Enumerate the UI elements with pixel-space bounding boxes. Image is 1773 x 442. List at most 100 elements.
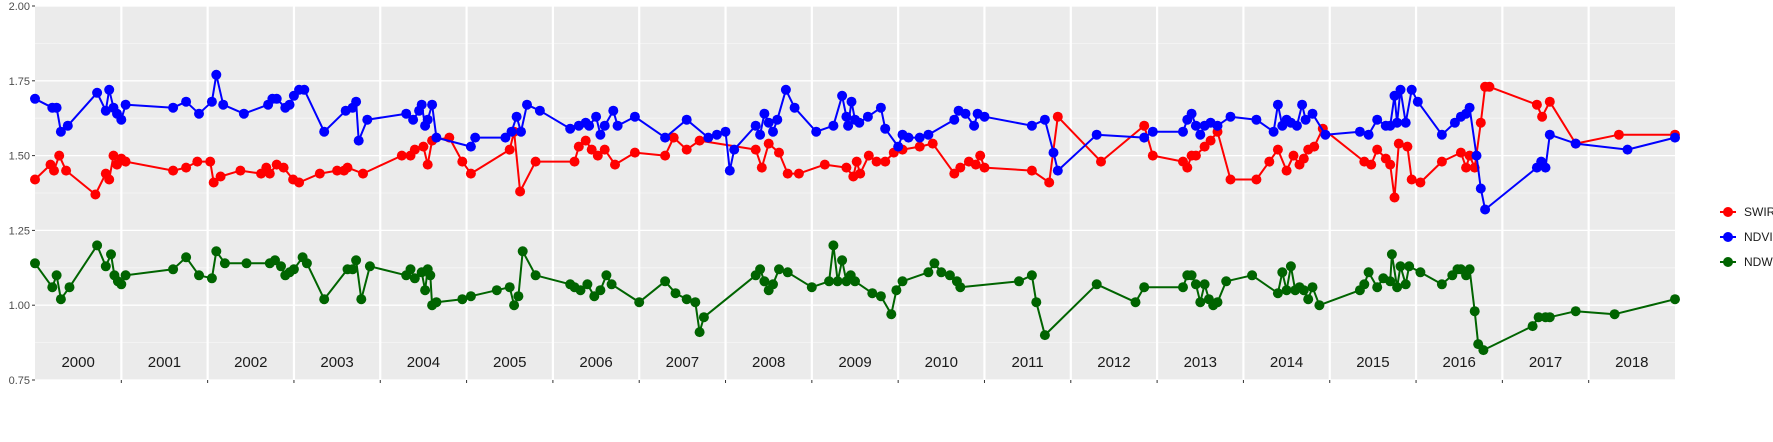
data-point-ndwi (194, 270, 204, 281)
data-point-swir (1402, 141, 1413, 152)
data-point-ndwi (1039, 330, 1050, 341)
data-point-swir (192, 156, 203, 167)
data-point-ndwi (1570, 306, 1581, 317)
data-point-ndvi (1307, 108, 1318, 119)
data-point-ndvi (1363, 129, 1374, 140)
data-point-ndwi (690, 297, 701, 308)
data-point-ndwi (425, 270, 436, 281)
data-point-swir (629, 147, 640, 158)
data-point-ndwi (575, 285, 586, 296)
data-point-ndvi (750, 120, 761, 131)
data-point-ndvi (206, 96, 217, 107)
data-point-swir (342, 162, 353, 173)
data-point-ndwi (351, 255, 362, 266)
data-point-ndvi (759, 108, 770, 119)
y-tick-label: 1.25 (9, 225, 30, 237)
data-point-ndvi (1251, 114, 1262, 125)
data-point-ndvi (755, 129, 766, 140)
data-point-ndvi (923, 129, 934, 140)
data-point-ndvi (319, 126, 330, 137)
data-point-ndvi (763, 117, 774, 128)
data-point-ndvi (1471, 150, 1482, 161)
data-point-ndvi (811, 126, 822, 137)
data-point-ndwi (1186, 270, 1197, 281)
data-point-ndvi (465, 141, 476, 152)
data-point-ndvi (470, 132, 481, 143)
data-point-ndvi (120, 99, 131, 110)
year-label: 2014 (1270, 354, 1303, 371)
data-point-ndwi (504, 282, 515, 293)
data-point-ndvi (880, 123, 891, 134)
data-point-ndvi (401, 108, 412, 119)
data-point-ndwi (1026, 270, 1037, 281)
data-point-ndwi (100, 261, 111, 272)
data-point-ndvi (181, 96, 192, 107)
year-label: 2010 (925, 354, 958, 371)
year-label: 2018 (1615, 354, 1648, 371)
data-point-swir (1182, 162, 1193, 173)
data-point-ndwi (886, 309, 897, 320)
data-point-ndwi (582, 279, 593, 290)
data-point-swir (580, 135, 591, 146)
data-point-ndwi (288, 264, 299, 275)
data-point-swir (49, 165, 59, 176)
year-label: 2008 (752, 354, 785, 371)
data-point-ndvi (681, 114, 692, 125)
data-point-ndvi (51, 102, 62, 113)
legend-label: SWIR (1744, 205, 1773, 219)
data-point-ndwi (92, 240, 103, 251)
data-point-swir (215, 171, 226, 182)
data-point-ndvi (772, 114, 783, 125)
data-point-ndvi (960, 108, 971, 119)
year-labels: 2000 2001 2002 2003 2004 2005 2006 2007 2008 2009… (61, 354, 1648, 371)
data-point-swir (1436, 156, 1447, 167)
data-point-swir (1613, 129, 1624, 140)
data-point-ndvi (1291, 120, 1302, 131)
data-point-ndvi (168, 102, 179, 113)
data-point-ndvi (284, 99, 295, 110)
data-point-swir (108, 150, 119, 161)
data-point-ndwi (276, 261, 286, 272)
data-point-swir (90, 189, 101, 200)
data-point-ndwi (530, 270, 541, 281)
data-point-swir (504, 144, 515, 155)
data-point-ndwi (828, 240, 839, 251)
data-point-ndvi (1436, 129, 1447, 140)
data-point-swir (1096, 156, 1106, 167)
data-point-ndvi (1392, 117, 1403, 128)
data-point-swir (181, 162, 192, 173)
data-point-swir (855, 168, 866, 179)
data-point-swir (235, 165, 246, 176)
data-point-swir (61, 165, 72, 176)
data-point-swir (1455, 147, 1466, 158)
year-label: 2017 (1529, 354, 1562, 371)
y-tick-label: 0.75 (9, 375, 30, 387)
data-point-swir (914, 141, 925, 152)
data-point-ndwi (319, 294, 330, 305)
data-point-ndvi (711, 129, 722, 140)
data-point-ndwi (30, 258, 40, 269)
data-point-swir (871, 156, 882, 167)
data-point-ndwi (356, 294, 367, 305)
data-point-ndwi (681, 294, 692, 305)
data-point-swir (30, 174, 40, 185)
data-point-ndwi (1314, 300, 1325, 311)
data-point-ndwi (457, 294, 468, 305)
data-point-ndvi (1297, 99, 1308, 110)
data-point-ndvi (565, 123, 576, 134)
data-point-ndwi (301, 258, 312, 269)
data-point-swir (1461, 162, 1472, 173)
data-point-ndvi (353, 135, 364, 146)
data-point-ndwi (168, 264, 179, 275)
data-point-swir (927, 138, 938, 149)
data-point-swir (465, 168, 476, 179)
data-point-ndvi (1464, 102, 1475, 113)
x-axis (120, 380, 1590, 383)
data-point-swir (592, 150, 603, 161)
data-point-ndwi (211, 246, 222, 257)
data-point-ndwi (116, 279, 127, 290)
data-point-swir (1264, 156, 1275, 167)
data-point-ndwi (774, 264, 784, 275)
data-point-ndvi (1475, 183, 1486, 194)
